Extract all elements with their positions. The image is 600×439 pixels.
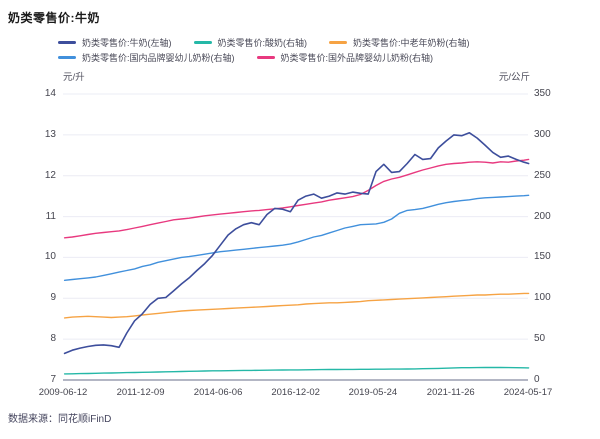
legend-label: 奶类零售价:国外品牌婴幼儿奶粉(右轴): [280, 53, 434, 63]
legend-item-1[interactable]: 奶类零售价:酸奶(右轴): [193, 36, 308, 49]
legend-swatch-icon: [193, 41, 212, 44]
y-tick-left: 10: [44, 251, 56, 263]
y-tick-right: 250: [534, 169, 551, 181]
legend-swatch-icon: [58, 41, 76, 44]
y-tick-left: 12: [44, 169, 56, 181]
y-tick-right: 50: [534, 333, 546, 345]
x-tick-label: 2016-12-02: [271, 387, 320, 398]
series-line-4: [63, 158, 530, 239]
legend-swatch-icon: [329, 41, 347, 44]
x-tick-label: 2021-11-26: [426, 387, 475, 398]
data-source-note: 数据来源：同花顺iFinD: [8, 414, 112, 425]
series-line-0: [63, 132, 530, 355]
y-tick-right: 350: [534, 88, 551, 99]
chart-title: 奶类零售价:牛奶: [8, 11, 100, 25]
legend-item-3[interactable]: 奶类零售价:国内品牌婴幼儿奶粉(右轴): [58, 51, 235, 64]
y-tick-right: 300: [534, 128, 551, 140]
y-tick-left: 8: [50, 333, 56, 345]
legend-item-4[interactable]: 奶类零售价:国外品牌婴幼儿奶粉(右轴): [256, 51, 434, 64]
legend-item-0[interactable]: 奶类零售价:牛奶(左轴): [58, 36, 172, 49]
legend: 奶类零售价:牛奶(左轴) 奶类零售价:酸奶(右轴) 奶类零售价:中老年奶粉(右轴) 奶…: [58, 35, 470, 65]
legend-label: 奶类零售价:酸奶(右轴): [217, 38, 308, 48]
legend-label: 奶类零售价:中老年奶粉(右轴): [353, 38, 470, 48]
y-tick-left: 14: [44, 88, 56, 99]
series-line-2: [63, 292, 530, 319]
legend-row: 奶类零售价:牛奶(左轴) 奶类零售价:酸奶(右轴) 奶类零售价:中老年奶粉(右轴): [58, 35, 470, 50]
legend-item-2[interactable]: 奶类零售价:中老年奶粉(右轴): [329, 36, 470, 49]
series-line-3: [63, 194, 530, 281]
x-tick-label: 2024-05-17: [503, 387, 553, 398]
y-tick-left: 7: [50, 374, 56, 385]
legend-row: 奶类零售价:国内品牌婴幼儿奶粉(右轴) 奶类零售价:国外品牌婴幼儿奶粉(右轴): [58, 50, 470, 65]
legend-label: 奶类零售价:国内品牌婴幼儿奶粉(右轴): [82, 53, 235, 63]
x-tick-label: 2009-06-12: [38, 387, 88, 398]
x-tick-label: 2019-05-24: [348, 387, 398, 398]
x-tick-label: 2014-06-06: [193, 387, 243, 398]
y-tick-right: 100: [534, 292, 551, 304]
legend-swatch-icon: [58, 56, 76, 59]
x-tick-label: 2011-12-09: [116, 387, 165, 398]
y-tick-right: 0: [534, 374, 540, 385]
right-axis-unit-label: 元/公斤: [498, 72, 530, 83]
y-tick-right: 150: [534, 251, 551, 263]
legend-swatch-icon: [256, 56, 275, 59]
legend-label: 奶类零售价:牛奶(左轴): [82, 38, 172, 48]
y-tick-left: 11: [45, 210, 56, 222]
y-tick-left: 13: [44, 128, 56, 140]
y-tick-right: 200: [534, 210, 551, 222]
left-axis-unit-label: 元/升: [63, 72, 85, 83]
series-line-1: [63, 366, 530, 375]
y-tick-left: 9: [50, 292, 56, 304]
